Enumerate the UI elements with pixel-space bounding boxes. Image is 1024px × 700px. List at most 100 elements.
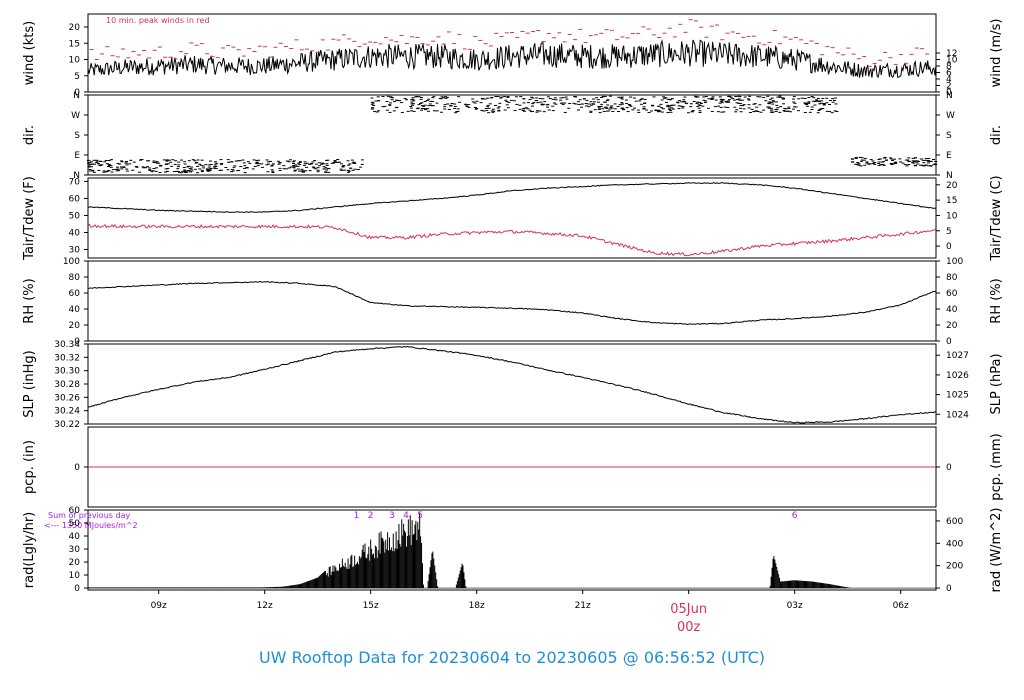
left-tick-label: 0 bbox=[74, 88, 80, 98]
right-tick-label: 20 bbox=[946, 181, 958, 191]
left-tick-label: 0 bbox=[74, 337, 80, 347]
rad-mark-label: 2 bbox=[368, 511, 374, 521]
left-tick-label: 15 bbox=[69, 39, 80, 49]
x-tick-label: 15z bbox=[363, 601, 379, 611]
left-tick-label: 30 bbox=[69, 245, 81, 255]
right-tick-label: 400 bbox=[946, 539, 963, 549]
right-tick-label: 200 bbox=[946, 562, 963, 572]
panel-slp-right-label: SLP (hPa) bbox=[989, 353, 1004, 414]
rad-annotation-line-1: Sum of previous day bbox=[48, 511, 130, 520]
right-tick-label: N bbox=[946, 171, 953, 181]
left-tick-label: 50 bbox=[69, 211, 81, 221]
right-tick-label: 60 bbox=[946, 289, 958, 299]
left-tick-label: 30.24 bbox=[54, 407, 80, 417]
left-tick-label: 60 bbox=[69, 194, 81, 204]
panel-slp-frame bbox=[87, 343, 937, 425]
right-tick-label: 6 bbox=[946, 69, 952, 79]
right-tick-label: 0 bbox=[946, 88, 952, 98]
panel-dir-left-label: dir. bbox=[22, 125, 37, 145]
x-tick-label: 09z bbox=[151, 601, 167, 611]
panel-rad-left-label: rad(Lgly/hr) bbox=[22, 512, 37, 588]
right-tick-label: 40 bbox=[946, 305, 958, 315]
panel-pcp-left-label: pcp. (in) bbox=[22, 440, 37, 494]
left-tick-label: E bbox=[74, 151, 80, 161]
panel-slp-left-label: SLP (inHg) bbox=[22, 350, 37, 418]
rad-mark-label: 3 bbox=[389, 511, 395, 521]
panel-rad-right-label: rad (W/m^2) bbox=[989, 508, 1004, 593]
left-tick-label: 20 bbox=[69, 321, 81, 331]
right-tick-label: 15 bbox=[946, 196, 957, 206]
rad-mark-label: 1 bbox=[354, 511, 360, 521]
panel-dir-plot bbox=[86, 95, 938, 174]
panel-slp-plot bbox=[88, 345, 937, 424]
panel-rad-frame bbox=[87, 509, 937, 591]
panel-pcp-left-ticks: 0 bbox=[74, 463, 88, 473]
left-tick-label: 20 bbox=[69, 558, 81, 568]
x-tick-label: 12z bbox=[257, 601, 273, 611]
left-tick-label: 5 bbox=[74, 72, 80, 82]
left-tick-label: W bbox=[71, 111, 80, 121]
left-tick-label: 10 bbox=[69, 56, 81, 66]
right-tick-label: 10 bbox=[946, 56, 958, 66]
panel-wind-left-ticks: 0 5 10 15 20 bbox=[69, 23, 88, 98]
left-tick-label: 30.26 bbox=[54, 393, 80, 403]
right-tick-label: 1024 bbox=[946, 410, 969, 420]
panel-wind-left-label: wind (kts) bbox=[22, 21, 37, 85]
left-tick-label: 30 bbox=[69, 545, 81, 555]
panel-temp-right-label: Tair/Tdew (C) bbox=[989, 175, 1004, 261]
right-tick-label: 0 bbox=[946, 337, 952, 347]
panel-rh-left-label: RH (%) bbox=[22, 278, 37, 323]
right-tick-label: N bbox=[946, 91, 953, 101]
panel-rad-left-ticks: 0 10 20 30 40 50 60 bbox=[69, 506, 88, 594]
right-tick-label: 5 bbox=[946, 227, 952, 237]
panel-pcp-right-ticks: 0 bbox=[936, 463, 952, 473]
rad-mark-label: 4 bbox=[403, 511, 409, 521]
left-tick-label: 40 bbox=[69, 532, 81, 542]
rad-mark-label: 6 bbox=[792, 511, 798, 521]
panel-rh-frame bbox=[87, 260, 937, 342]
panel-slp-right-ticks: 1024 1025 1026 1027 bbox=[936, 351, 969, 420]
slp-line bbox=[88, 345, 937, 424]
panel-rh-plot bbox=[87, 280, 937, 326]
rh-line bbox=[87, 280, 937, 326]
right-tick-label: 1025 bbox=[946, 391, 969, 401]
right-tick-label: S bbox=[946, 131, 952, 141]
panel-temp-left-label: Tair/Tdew (F) bbox=[22, 176, 37, 261]
panel-rh-left-ticks: 0 20 40 60 80 100 bbox=[63, 257, 88, 347]
panel-temp-plot bbox=[87, 182, 937, 257]
left-tick-label: S bbox=[74, 131, 80, 141]
panel-rh: RH (%) RH (%) 0 20 40 60 80 100 0 20 40 60 80 100 bbox=[22, 257, 1004, 347]
right-tick-label: 0 bbox=[946, 463, 952, 473]
left-tick-label: 70 bbox=[69, 177, 81, 187]
wind-speed-line bbox=[87, 39, 937, 79]
right-tick-label: W bbox=[946, 111, 955, 121]
day-marker-date: 05Jun bbox=[670, 602, 707, 617]
left-tick-label: 0 bbox=[74, 463, 80, 473]
day-marker-hour: 00z bbox=[677, 620, 701, 635]
panel-wind-right-label: wind (m/s) bbox=[989, 19, 1004, 88]
panel-temp-left-ticks: 30 40 50 60 70 bbox=[69, 177, 88, 255]
left-tick-label: 30.32 bbox=[54, 353, 80, 363]
panel-rad-right-ticks: 0 200 400 600 bbox=[936, 517, 963, 594]
left-tick-label: N bbox=[73, 91, 80, 101]
panel-temp-frame bbox=[87, 177, 937, 259]
x-tick-label: 06z bbox=[893, 601, 909, 611]
left-tick-label: 40 bbox=[69, 228, 81, 238]
panel-rad-plot bbox=[87, 512, 936, 589]
panel-rh-right-ticks: 0 20 40 60 80 100 bbox=[936, 257, 963, 347]
x-axis: 09z 12z 15z 18z 21z 03z 06z bbox=[151, 590, 909, 611]
left-tick-label: 0 bbox=[74, 584, 80, 594]
x-tick-label: 21z bbox=[575, 601, 591, 611]
rad-mark-label: 5 bbox=[417, 511, 423, 521]
left-tick-label: 60 bbox=[69, 289, 81, 299]
right-tick-label: 80 bbox=[946, 273, 958, 283]
left-tick-label: 10 bbox=[69, 571, 81, 581]
left-tick-label: N bbox=[73, 171, 80, 181]
panel-dir-frame bbox=[87, 94, 937, 176]
left-tick-label: 60 bbox=[69, 506, 81, 516]
